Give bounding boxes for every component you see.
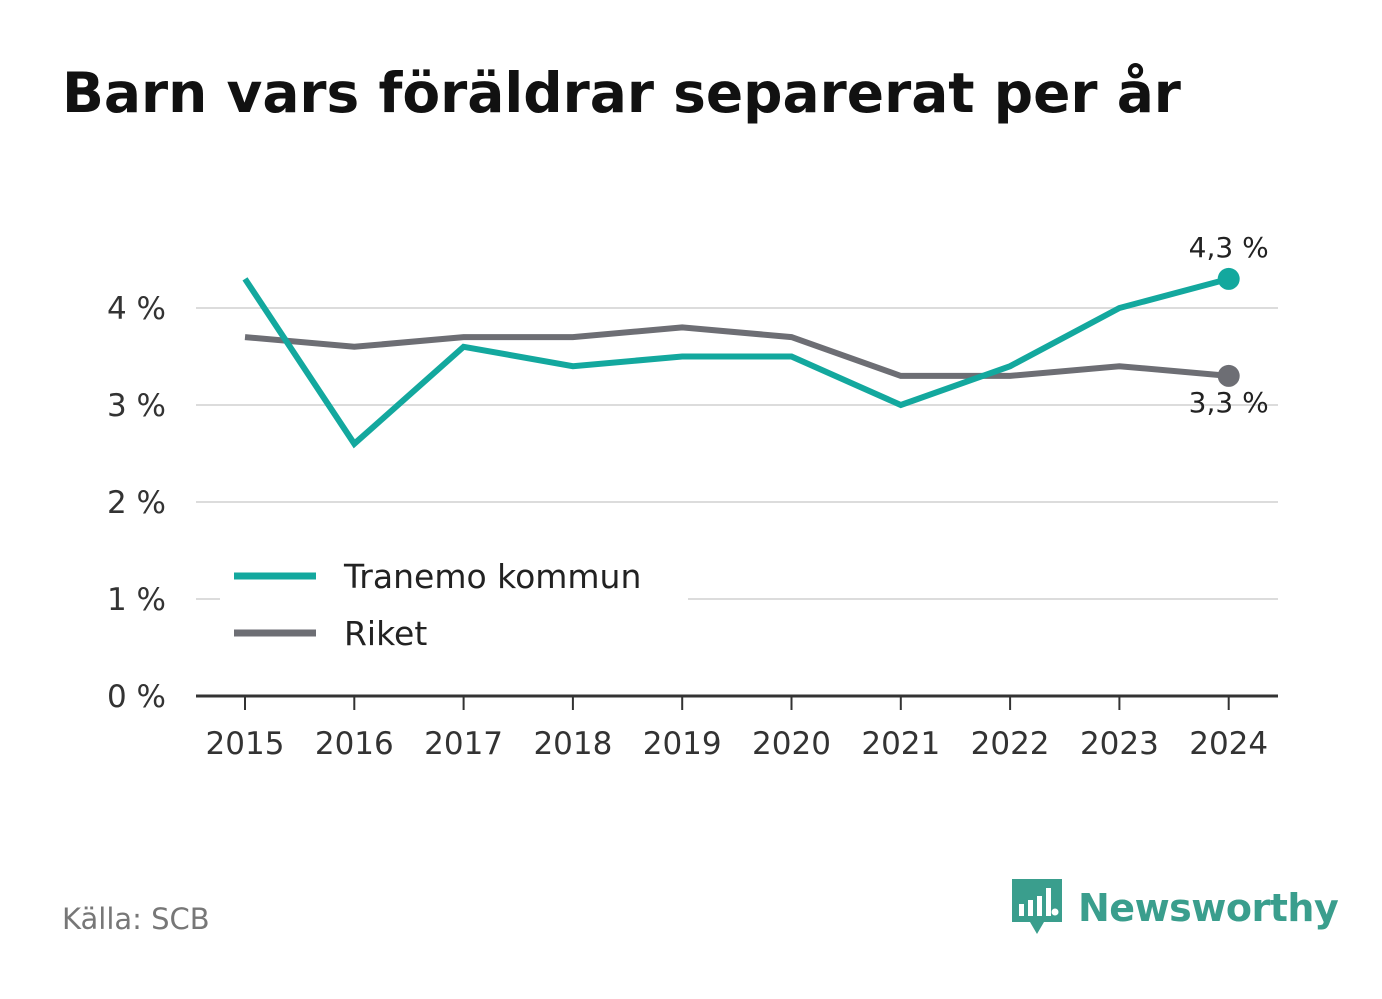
x-tick-label: 2016 [315, 726, 394, 762]
series-line-riket [244, 324, 1229, 379]
y-axis-tick-labels: 0 % 1 % 2 % 3 % 4 % [107, 291, 166, 715]
chart-title: Barn vars föräldrar separerat per år [62, 61, 1181, 125]
y-tick-label: 2 % [107, 485, 166, 521]
legend-label: Riket [344, 614, 427, 653]
y-tick-label: 4 % [107, 291, 166, 327]
x-tick-label: 2021 [861, 726, 940, 762]
legend-background [220, 548, 688, 660]
end-labels: 4,3 % 3,3 % [1189, 231, 1269, 419]
end-value-label: 3,3 % [1189, 386, 1269, 419]
source-note: Källa: SCB [62, 902, 210, 936]
series-end-marker [1217, 364, 1240, 387]
x-tick-label: 2017 [424, 726, 503, 762]
x-tick-label: 2015 [206, 726, 285, 762]
y-tick-label: 3 % [107, 388, 166, 424]
x-axis [196, 694, 1278, 710]
x-tick-label: 2018 [533, 726, 612, 762]
x-tick-label: 2023 [1080, 726, 1159, 762]
y-tick-label: 0 % [107, 679, 166, 715]
newsworthy-logo[interactable]: Newsworthy [1010, 876, 1339, 940]
newsworthy-logo-icon [1012, 879, 1062, 934]
newsworthy-logo-text: Newsworthy [1078, 886, 1339, 930]
legend: Tranemo kommun Riket [220, 548, 688, 660]
x-tick-label: 2019 [643, 726, 722, 762]
end-value-label: 4,3 % [1189, 231, 1269, 264]
series-end-marker [1217, 267, 1240, 290]
series-lines [242, 267, 1240, 449]
series-line-tranemo-kommun [242, 276, 1230, 449]
legend-label: Tranemo kommun [343, 557, 641, 596]
y-tick-label: 1 % [107, 582, 166, 618]
x-tick-label: 2020 [752, 726, 831, 762]
x-tick-label: 2024 [1189, 726, 1268, 762]
x-axis-tick-labels: 2015 2016 2017 2018 2019 2020 2021 2022 2023 2024 [206, 726, 1269, 762]
x-tick-label: 2022 [971, 726, 1050, 762]
